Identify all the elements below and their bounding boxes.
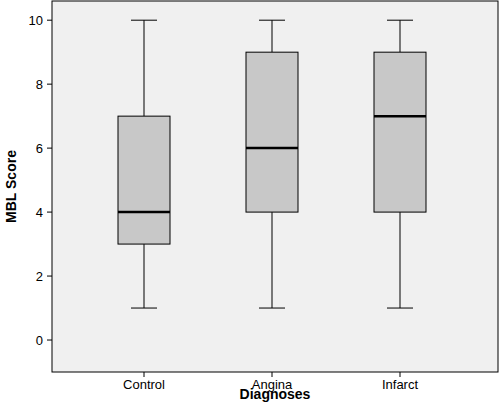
lower-whisker	[400, 212, 401, 308]
y-tick	[47, 148, 52, 149]
y-tick-label: 6	[36, 141, 43, 156]
box	[374, 52, 426, 212]
y-tick-label: 8	[36, 77, 43, 92]
max-cap	[259, 20, 285, 21]
min-cap	[259, 308, 285, 309]
median	[118, 211, 170, 214]
box	[246, 52, 298, 212]
x-axis-label: Diagnoses	[240, 386, 311, 402]
y-axis-label: MBL Score	[3, 150, 19, 223]
y-tick-label: 2	[36, 269, 43, 284]
y-tick	[47, 84, 52, 85]
median	[374, 115, 426, 118]
lower-whisker	[144, 244, 145, 308]
y-tick	[47, 20, 52, 21]
min-cap	[131, 308, 157, 309]
max-cap	[131, 20, 157, 21]
max-cap	[387, 20, 413, 21]
median	[246, 147, 298, 150]
upper-whisker	[272, 20, 273, 52]
y-tick	[47, 212, 52, 213]
chart: 0246810ControlAnginaInfarctDiagnosesMBL …	[0, 0, 500, 402]
x-tick-label: Control	[123, 377, 165, 392]
y-tick-label: 4	[36, 205, 43, 220]
upper-whisker	[400, 20, 401, 52]
y-tick-label: 0	[36, 333, 43, 348]
y-tick	[47, 276, 52, 277]
box	[118, 116, 170, 244]
lower-whisker	[272, 212, 273, 308]
y-tick-label: 10	[29, 13, 43, 28]
y-tick	[47, 340, 52, 341]
upper-whisker	[144, 20, 145, 116]
min-cap	[387, 308, 413, 309]
boxes	[118, 20, 426, 308]
plot-area	[52, 1, 498, 372]
x-tick-label: Infarct	[382, 377, 419, 392]
